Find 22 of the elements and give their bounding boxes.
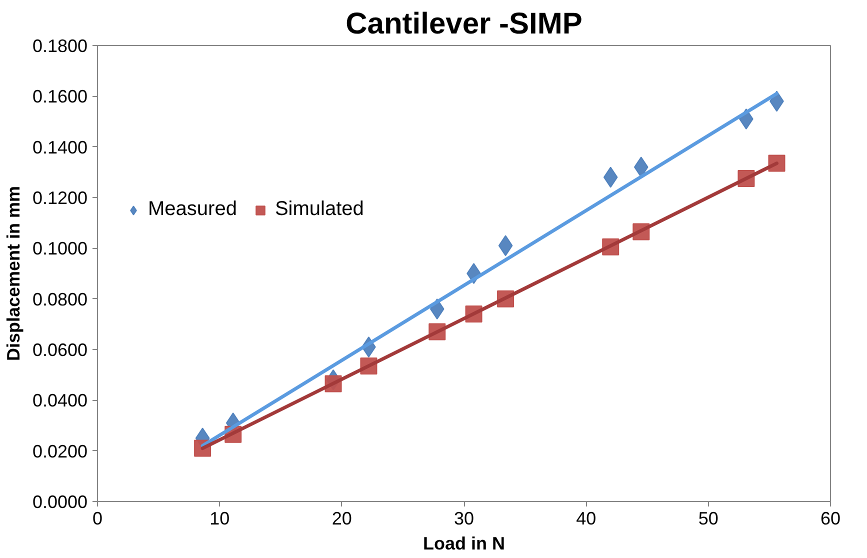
y-tick-label: 0.0800 <box>32 289 88 310</box>
y-tick-label: 0.1200 <box>32 188 88 208</box>
y-tick-label: 0.1800 <box>32 36 88 56</box>
y-tick-label: 0.1400 <box>32 137 88 158</box>
chart-title: Cantilever -SIMP <box>346 8 582 40</box>
x-tick-label: 10 <box>210 508 230 528</box>
x-tick-label: 50 <box>698 508 718 528</box>
x-tick-label: 0 <box>92 508 103 528</box>
y-tick-label: 0.1600 <box>32 86 88 107</box>
y-tick-label: 0.1000 <box>32 238 88 259</box>
y-tick-label: 0.0600 <box>32 340 88 360</box>
legend-label: Measured <box>148 198 237 221</box>
y-tick-label: 0.0400 <box>32 390 88 411</box>
x-axis-title: Load in N <box>423 534 506 554</box>
y-axis-title: Displacement in mm <box>3 186 24 362</box>
legend-label: Simulated <box>274 198 364 221</box>
x-tick-label: 20 <box>332 508 352 528</box>
y-tick-label: 0.0200 <box>32 441 88 462</box>
x-tick-label: 30 <box>454 508 474 528</box>
x-tick-label: 40 <box>576 508 596 528</box>
x-tick-label: 60 <box>820 508 841 528</box>
y-tick-label: 0.0000 <box>32 492 88 512</box>
